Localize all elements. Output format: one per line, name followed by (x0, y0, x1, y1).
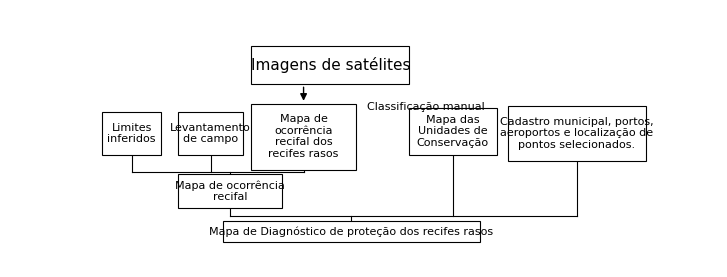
FancyBboxPatch shape (102, 112, 161, 155)
Text: Limites
inferidos: Limites inferidos (108, 123, 156, 144)
FancyBboxPatch shape (508, 106, 646, 161)
Text: Mapa das
Unidades de
Conservação: Mapa das Unidades de Conservação (417, 115, 489, 148)
Text: Cadastro municipal, portos,
aeroportos e localização de
pontos selecionados.: Cadastro municipal, portos, aeroportos e… (500, 117, 654, 150)
FancyBboxPatch shape (252, 104, 356, 170)
FancyBboxPatch shape (252, 46, 409, 84)
FancyBboxPatch shape (223, 221, 480, 242)
FancyBboxPatch shape (178, 112, 243, 155)
Text: Imagens de satélites: Imagens de satélites (251, 57, 410, 73)
Text: Mapa de
ocorrência
recifal dos
recifes rasos: Mapa de ocorrência recifal dos recifes r… (268, 114, 339, 159)
FancyBboxPatch shape (178, 174, 282, 208)
Text: Mapa de ocorrência
recifal: Mapa de ocorrência recifal (175, 180, 285, 202)
Text: Mapa de Diagnóstico de proteção dos recifes rasos: Mapa de Diagnóstico de proteção dos reci… (209, 226, 494, 237)
FancyBboxPatch shape (409, 108, 497, 155)
Text: Levantamento
de campo: Levantamento de campo (170, 123, 251, 144)
Text: Classificação manual: Classificação manual (367, 102, 485, 112)
